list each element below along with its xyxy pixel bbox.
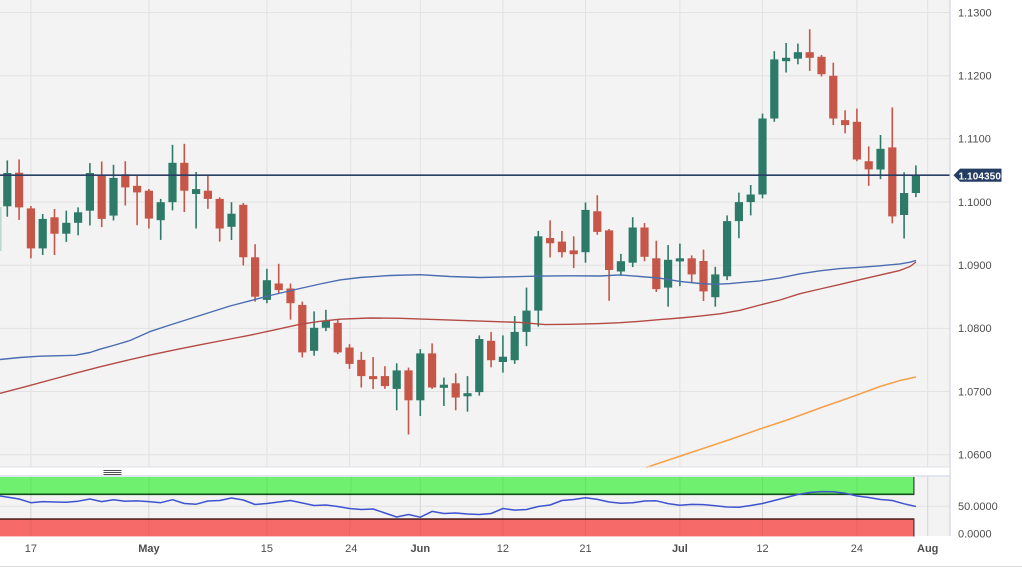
svg-text:0.0000: 0.0000 [958, 529, 992, 541]
svg-text:24: 24 [851, 543, 863, 555]
svg-text:1.104350: 1.104350 [959, 171, 1002, 182]
svg-text:1.0800: 1.0800 [958, 323, 992, 335]
svg-text:21: 21 [579, 543, 591, 555]
svg-text:1.1300: 1.1300 [958, 7, 992, 19]
svg-text:Aug: Aug [917, 543, 938, 555]
svg-text:15: 15 [261, 543, 273, 555]
svg-text:1.1200: 1.1200 [958, 71, 992, 83]
svg-text:1.1000: 1.1000 [958, 197, 992, 209]
svg-text:1.0600: 1.0600 [958, 450, 992, 462]
svg-text:1.0900: 1.0900 [958, 260, 992, 272]
svg-text:May: May [138, 543, 160, 555]
svg-text:1.1100: 1.1100 [958, 134, 991, 146]
svg-text:24: 24 [345, 543, 357, 555]
svg-text:12: 12 [756, 543, 768, 555]
svg-text:Jul: Jul [672, 543, 688, 555]
svg-text:12: 12 [497, 543, 509, 555]
svg-text:Jun: Jun [411, 543, 431, 555]
svg-text:17: 17 [25, 543, 37, 555]
svg-text:50.0000: 50.0000 [958, 501, 998, 513]
svg-text:1.0700: 1.0700 [958, 386, 992, 398]
